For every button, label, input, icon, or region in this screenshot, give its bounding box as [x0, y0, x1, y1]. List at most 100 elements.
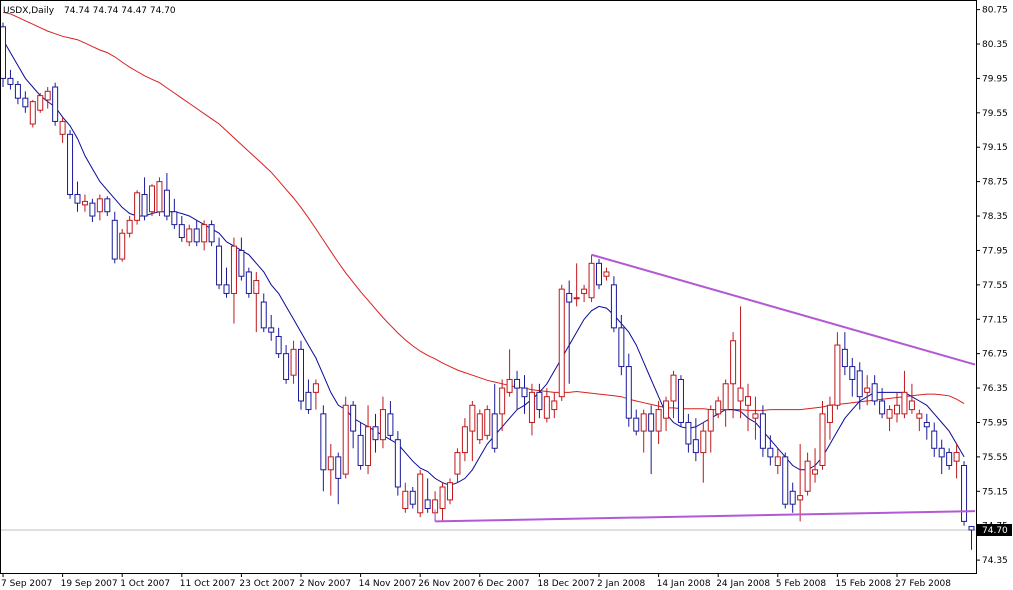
candle[interactable]: [566, 280, 573, 384]
candle[interactable]: [640, 409, 647, 453]
candle[interactable]: [797, 443, 804, 522]
candle[interactable]: [782, 452, 789, 509]
candle[interactable]: [707, 405, 714, 453]
candle[interactable]: [126, 216, 133, 238]
candle[interactable]: [454, 448, 461, 483]
candle[interactable]: [335, 452, 342, 505]
candle[interactable]: [379, 396, 386, 449]
candle[interactable]: [730, 332, 737, 419]
candle[interactable]: [588, 254, 595, 303]
candle[interactable]: [670, 370, 677, 419]
candle[interactable]: [163, 173, 170, 221]
candle[interactable]: [692, 418, 699, 462]
candle[interactable]: [916, 409, 923, 432]
candle[interactable]: [961, 461, 968, 526]
candle[interactable]: [499, 379, 506, 432]
candle[interactable]: [774, 448, 781, 475]
candle[interactable]: [298, 340, 304, 410]
candle[interactable]: [29, 99, 36, 128]
candle[interactable]: [476, 409, 483, 444]
candle[interactable]: [230, 237, 237, 324]
candle[interactable]: [596, 259, 602, 290]
candle[interactable]: [111, 211, 118, 264]
upper-trendline[interactable]: [591, 253, 976, 366]
candle[interactable]: [871, 375, 878, 406]
candle[interactable]: [618, 314, 625, 376]
candle[interactable]: [603, 267, 610, 281]
candle[interactable]: [216, 237, 223, 290]
candle[interactable]: [0, 22, 6, 88]
candle[interactable]: [931, 422, 938, 457]
candle[interactable]: [14, 80, 21, 105]
candle[interactable]: [305, 379, 312, 414]
candle[interactable]: [402, 482, 409, 513]
candle[interactable]: [283, 345, 290, 384]
candle[interactable]: [52, 82, 59, 126]
candle[interactable]: [722, 379, 729, 427]
candle[interactable]: [826, 396, 833, 440]
candle[interactable]: [745, 383, 751, 432]
candle[interactable]: [186, 224, 193, 247]
candle[interactable]: [610, 276, 617, 333]
candle[interactable]: [290, 340, 297, 384]
candle[interactable]: [208, 220, 215, 247]
candle[interactable]: [655, 400, 662, 444]
candle[interactable]: [700, 422, 707, 483]
candle[interactable]: [223, 267, 230, 298]
candle[interactable]: [327, 443, 334, 496]
candle[interactable]: [879, 388, 886, 419]
candle[interactable]: [484, 405, 491, 440]
candle[interactable]: [551, 392, 558, 419]
candle[interactable]: [543, 388, 550, 423]
candle[interactable]: [633, 409, 640, 436]
candle[interactable]: [648, 405, 655, 475]
candle[interactable]: [320, 405, 327, 492]
candle[interactable]: [81, 194, 88, 212]
candle[interactable]: [514, 370, 521, 410]
lower-trendline[interactable]: [435, 510, 976, 523]
candle[interactable]: [491, 383, 498, 453]
candle[interactable]: [737, 306, 744, 419]
candle[interactable]: [804, 452, 811, 496]
candle[interactable]: [521, 375, 528, 414]
candle[interactable]: [394, 431, 401, 496]
candle[interactable]: [275, 327, 282, 358]
candle[interactable]: [22, 91, 29, 113]
candle[interactable]: [268, 314, 275, 341]
candle[interactable]: [819, 400, 826, 470]
candle[interactable]: [59, 117, 66, 143]
candle[interactable]: [953, 443, 960, 479]
candle[interactable]: [141, 177, 148, 221]
candle[interactable]: [67, 130, 74, 199]
candle[interactable]: [901, 370, 908, 419]
candle[interactable]: [864, 375, 871, 406]
candle[interactable]: [149, 184, 155, 217]
candle[interactable]: [759, 405, 766, 457]
candle[interactable]: [923, 413, 930, 440]
candle[interactable]: [536, 383, 543, 419]
candle[interactable]: [37, 93, 44, 113]
candle[interactable]: [350, 400, 357, 449]
candle[interactable]: [342, 396, 349, 479]
candle[interactable]: [849, 357, 856, 397]
candle[interactable]: [201, 220, 208, 251]
candle[interactable]: [968, 526, 975, 550]
candle[interactable]: [573, 263, 580, 307]
candle[interactable]: [312, 379, 319, 410]
candle[interactable]: [238, 237, 245, 281]
candle[interactable]: [89, 198, 96, 223]
candle[interactable]: [625, 353, 632, 427]
candle[interactable]: [506, 349, 513, 397]
candle[interactable]: [387, 400, 394, 440]
candle[interactable]: [253, 271, 260, 333]
candle[interactable]: [74, 181, 81, 212]
candle[interactable]: [946, 448, 953, 470]
candle[interactable]: [677, 375, 684, 427]
candle[interactable]: [119, 228, 126, 262]
candle[interactable]: [856, 362, 863, 410]
candle[interactable]: [841, 332, 848, 376]
candle[interactable]: [104, 196, 111, 217]
candle[interactable]: [558, 284, 565, 401]
candle[interactable]: [245, 267, 252, 298]
